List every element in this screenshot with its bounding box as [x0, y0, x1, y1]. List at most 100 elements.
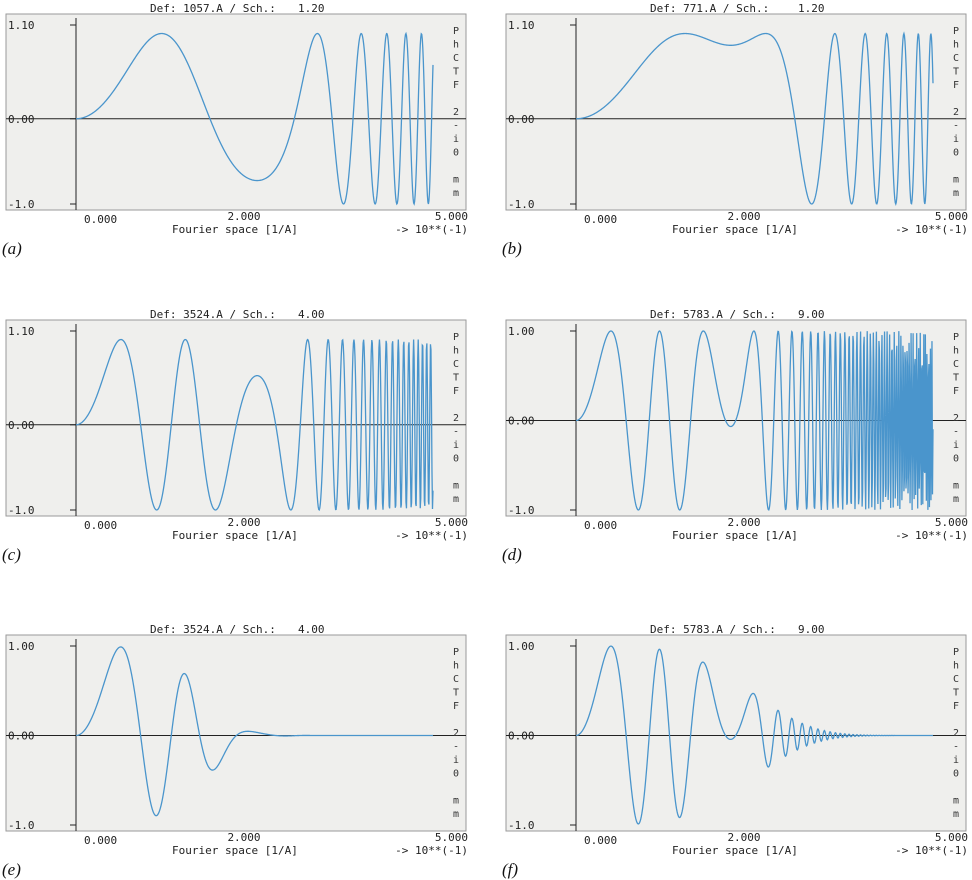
right-axis-char: 0 — [953, 769, 959, 780]
right-axis-char: P — [953, 332, 959, 343]
ytick-mid-label: 0.00 — [8, 730, 35, 743]
ctf-panel-e: Def: 3524.A / Sch.: 4.00 1.00 0.00 -1.0 0.000… — [0, 623, 470, 879]
ctf-panel-b: Def: 771.A / Sch.: 1.20 1.10 0.00 -1.0 0.000 2… — [500, 2, 970, 258]
right-axis-char: F — [453, 80, 459, 91]
x-axis-label: Fourier space [1/A] — [172, 529, 298, 542]
right-axis-char: m — [953, 481, 959, 492]
ytick-mid-label: 0.00 — [508, 415, 535, 428]
right-axis-char: m — [453, 494, 459, 505]
ytick-top-label: 1.00 — [508, 640, 535, 653]
x-unit-label: -> 10**(-1) — [895, 223, 968, 236]
right-axis-char: F — [453, 701, 459, 712]
xtick-left-label: 0.000 — [584, 213, 617, 226]
xtick-right-label: 5.000 — [435, 831, 468, 844]
ytick-mid-label: 0.00 — [508, 730, 535, 743]
xtick-right-label: 5.000 — [935, 210, 968, 223]
plot-background — [505, 13, 967, 211]
xtick-mid-label: 2.000 — [227, 210, 260, 223]
xtick-mid-label: 2.000 — [727, 210, 760, 223]
ctf-panel-c: Def: 3524.A / Sch.: 4.00 1.10 0.00 -1.0 0.000… — [0, 308, 470, 564]
header-defocus-label: Def: 1057.A / Sch.: — [150, 2, 276, 15]
caption-c: (c) — [2, 545, 21, 564]
header-cs-value: 9.00 — [798, 623, 825, 636]
right-axis-char: - — [453, 742, 459, 753]
right-axis-char: m — [453, 809, 459, 820]
right-axis-char: - — [953, 121, 959, 132]
xtick-left-label: 0.000 — [584, 834, 617, 847]
right-axis-char: F — [453, 386, 459, 397]
ctf-chart-f: Def: 5783.A / Sch.: 9.00 1.00 0.00 -1.0 0.000… — [505, 623, 968, 857]
right-axis-char: i — [953, 440, 959, 451]
right-axis-char: 2 — [953, 413, 959, 424]
right-axis-char: 0 — [453, 148, 459, 159]
xtick-right-label: 5.000 — [435, 210, 468, 223]
caption-e: (e) — [2, 860, 21, 879]
ytick-mid-label: 0.00 — [508, 113, 535, 126]
header-defocus-label: Def: 5783.A / Sch.: — [650, 308, 776, 321]
right-axis-char: C — [453, 674, 459, 685]
right-axis-char: P — [453, 332, 459, 343]
x-unit-label: -> 10**(-1) — [895, 844, 968, 857]
ytick-bottom-label: -1.0 — [508, 198, 535, 211]
ctf-panel-d: Def: 5783.A / Sch.: 9.00 1.00 0.00 -1.0 0.000… — [500, 308, 970, 564]
right-axis-char: T — [953, 373, 959, 384]
xtick-left-label: 0.000 — [84, 519, 117, 532]
right-axis-char: T — [953, 67, 959, 78]
ytick-mid-label: 0.00 — [8, 419, 35, 432]
ctf-curve — [575, 645, 933, 825]
ctf-chart-e: Def: 3524.A / Sch.: 4.00 1.00 0.00 -1.0 0.000… — [5, 623, 468, 857]
right-axis-char: P — [453, 647, 459, 658]
ytick-bottom-label: -1.0 — [8, 819, 35, 832]
xtick-right-label: 5.000 — [435, 516, 468, 529]
ytick-top-label: 1.10 — [508, 19, 535, 32]
ctf-chart-c: Def: 3524.A / Sch.: 4.00 1.10 0.00 -1.0 0.000… — [5, 308, 468, 542]
right-axis-char: h — [953, 661, 959, 672]
ytick-bottom-label: -1.0 — [508, 504, 535, 517]
right-axis-char: T — [453, 67, 459, 78]
right-axis-char: C — [453, 53, 459, 64]
header-defocus-label: Def: 3524.A / Sch.: — [150, 308, 276, 321]
right-axis-char: C — [953, 359, 959, 370]
ctf-panel-a: Def: 1057.A / Sch.: 1.20 1.10 0.00 -1.0 0.000… — [0, 2, 470, 258]
right-axis-char: P — [953, 647, 959, 658]
header-cs-value: 4.00 — [298, 623, 325, 636]
plot-background — [5, 319, 467, 517]
x-unit-label: -> 10**(-1) — [395, 844, 468, 857]
ctf-panel-f: Def: 5783.A / Sch.: 9.00 1.00 0.00 -1.0 0.000… — [500, 623, 970, 879]
right-axis-char: 0 — [453, 454, 459, 465]
right-axis-char: T — [453, 373, 459, 384]
xtick-mid-label: 2.000 — [227, 516, 260, 529]
caption-b: (b) — [502, 239, 522, 258]
right-axis-char: m — [453, 796, 459, 807]
right-axis-char: m — [453, 175, 459, 186]
xtick-mid-label: 2.000 — [727, 831, 760, 844]
right-axis-char: m — [453, 188, 459, 199]
right-axis-char: h — [453, 40, 459, 51]
right-axis-char: P — [453, 26, 459, 37]
header-defocus-label: Def: 3524.A / Sch.: — [150, 623, 276, 636]
right-axis-char: - — [453, 427, 459, 438]
right-axis-char: h — [453, 661, 459, 672]
ytick-bottom-label: -1.0 — [508, 819, 535, 832]
right-axis-char: 2 — [953, 728, 959, 739]
right-axis-char: i — [953, 755, 959, 766]
caption-d: (d) — [502, 545, 522, 564]
right-axis-char: C — [953, 674, 959, 685]
header-defocus-label: Def: 5783.A / Sch.: — [650, 623, 776, 636]
caption-a: (a) — [2, 239, 22, 258]
right-axis-char: 0 — [453, 769, 459, 780]
ctf-curve — [575, 330, 934, 511]
plot-background — [5, 634, 467, 832]
ctf-curve — [75, 31, 434, 206]
x-unit-label: -> 10**(-1) — [395, 529, 468, 542]
xtick-left-label: 0.000 — [84, 213, 117, 226]
x-axis-label: Fourier space [1/A] — [672, 529, 798, 542]
right-axis-char: i — [453, 134, 459, 145]
right-axis-char: h — [953, 40, 959, 51]
ytick-bottom-label: -1.0 — [8, 198, 35, 211]
right-axis-char: F — [953, 701, 959, 712]
xtick-left-label: 0.000 — [584, 519, 617, 532]
header-defocus-label: Def: 771.A / Sch.: — [650, 2, 769, 15]
xtick-right-label: 5.000 — [935, 831, 968, 844]
xtick-left-label: 0.000 — [84, 834, 117, 847]
